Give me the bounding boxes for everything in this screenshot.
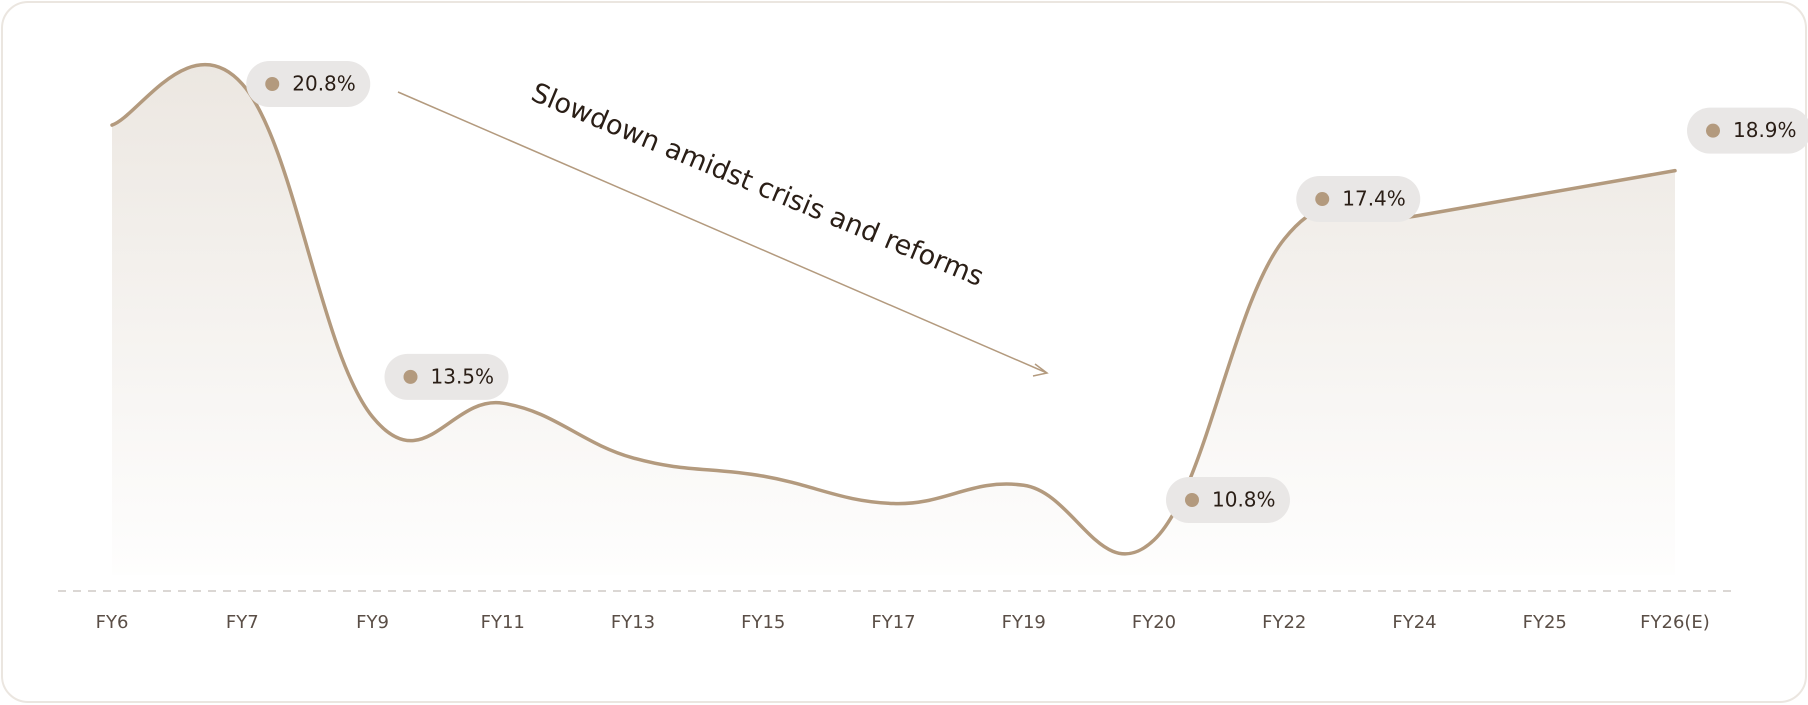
value-pill: 17.4% xyxy=(1296,176,1421,223)
x-tick-label: FY15 xyxy=(741,612,785,633)
value-label: 13.5% xyxy=(431,364,495,388)
annotation-arrow xyxy=(397,91,1048,374)
value-pill: 10.8% xyxy=(1166,477,1290,523)
x-tick-label: FY13 xyxy=(611,612,655,633)
x-tick-label: FY19 xyxy=(1002,612,1046,633)
pill-bg xyxy=(1296,176,1421,223)
value-pill: 20.8% xyxy=(246,61,371,107)
pill-dot xyxy=(1315,192,1330,207)
pill-dot xyxy=(1706,123,1720,138)
value-label: 18.9% xyxy=(1733,118,1797,142)
x-tick-label: FY17 xyxy=(871,612,915,633)
pill-bg xyxy=(1687,107,1808,154)
x-tick-label: FY26(E) xyxy=(1640,612,1710,633)
pill-dot xyxy=(403,369,418,384)
x-tick-label: FY11 xyxy=(481,612,525,633)
area-fill xyxy=(112,64,1675,575)
arrow-head xyxy=(1032,363,1049,377)
value-label: 20.8% xyxy=(292,72,356,96)
x-tick-label: FY22 xyxy=(1262,612,1306,633)
x-tick-label: FY24 xyxy=(1392,612,1436,633)
x-tick-label: FY6 xyxy=(96,612,129,633)
x-tick-label: FY7 xyxy=(226,612,259,633)
value-label: 10.8% xyxy=(1212,488,1276,512)
x-tick-label: FY20 xyxy=(1132,612,1176,633)
x-tick-label: FY9 xyxy=(356,612,389,633)
pill-bg xyxy=(1166,477,1290,523)
pill-bg xyxy=(384,353,509,400)
pill-bg xyxy=(246,61,371,107)
value-pill: 13.5% xyxy=(384,353,509,400)
x-tick-label: FY25 xyxy=(1523,612,1567,633)
pill-dot xyxy=(265,77,280,91)
value-pill: 18.9% xyxy=(1687,107,1808,154)
value-label: 17.4% xyxy=(1342,187,1406,211)
pill-dot xyxy=(1185,493,1199,507)
